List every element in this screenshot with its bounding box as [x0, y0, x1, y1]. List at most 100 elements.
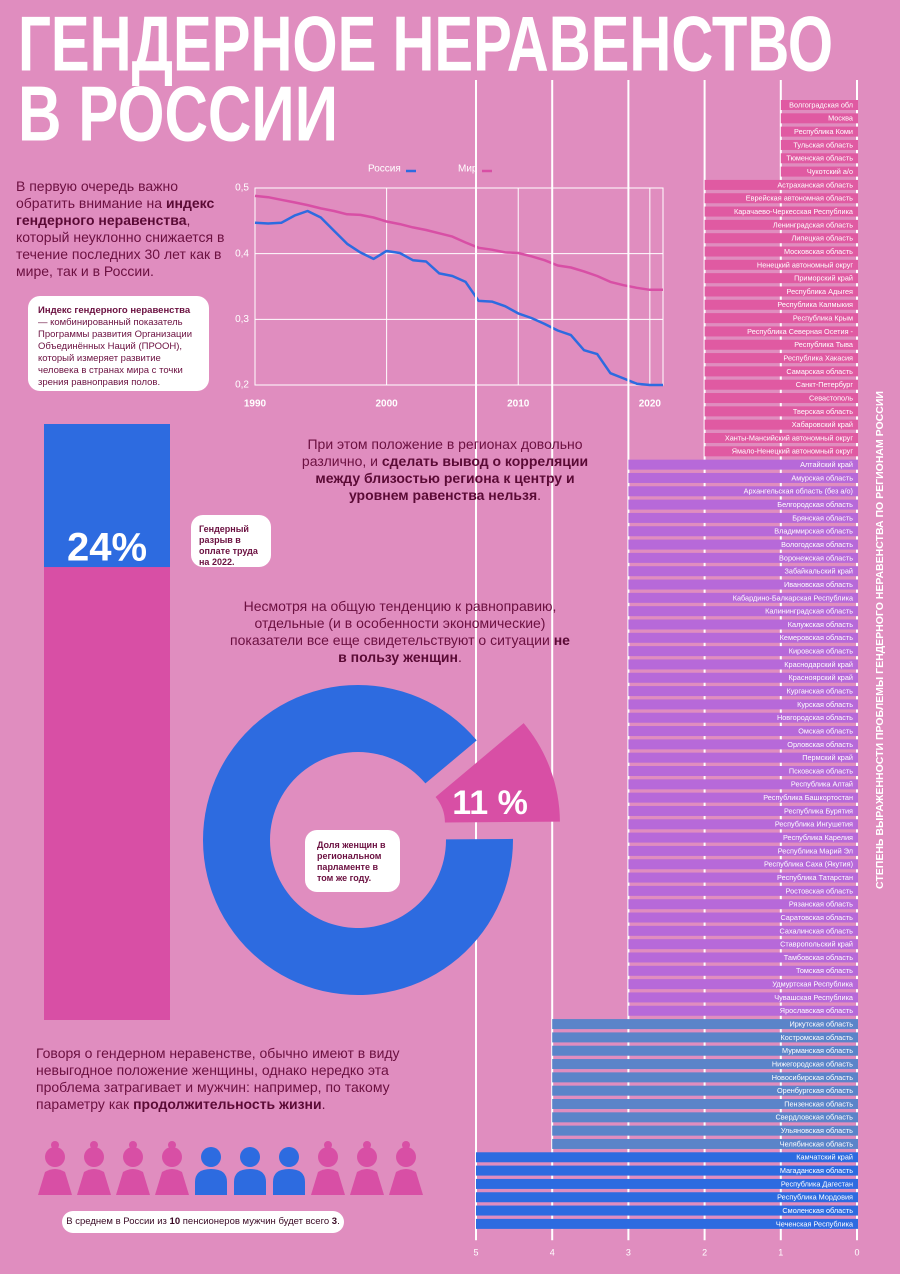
bar-label: Республика Татарстан — [777, 873, 853, 882]
bar — [704, 179, 858, 190]
bar-label: Тамбовская область — [784, 953, 853, 962]
bar-label: Республика Карелия — [783, 833, 853, 842]
bar — [44, 424, 170, 568]
bar — [628, 899, 858, 910]
bar — [628, 792, 858, 803]
icon-head — [162, 1147, 182, 1167]
text-segment: не в пользу женщин — [338, 632, 570, 665]
text-segment: , который неуклонно снижается в течение … — [16, 212, 225, 279]
bar-label: Республика Крым — [793, 314, 853, 323]
bar-label: Республика Дагестан — [781, 1179, 853, 1188]
bar — [628, 965, 858, 976]
text-segment: При этом положение в регионах довольно р… — [301, 436, 583, 469]
icon-body — [155, 1169, 189, 1195]
bar-label: Республика Бурятия — [784, 806, 853, 815]
bar — [628, 632, 858, 643]
pensioner-icon — [38, 1141, 72, 1195]
bar — [628, 712, 858, 723]
x-tick-label: 1 — [778, 1248, 783, 1258]
bar — [552, 1138, 858, 1149]
text-segment: индекс гендерного неравенства — [16, 195, 215, 228]
bar — [628, 832, 858, 843]
text-segment: . — [337, 1216, 340, 1227]
bar — [780, 100, 858, 110]
bar — [704, 379, 858, 390]
bar-label: Калининградская область — [765, 607, 853, 616]
bar-label: Магаданская область — [780, 1166, 853, 1175]
bar — [704, 246, 858, 257]
icon-body — [38, 1169, 72, 1195]
text-segment: В среднем в России из — [66, 1216, 170, 1227]
bar — [628, 686, 858, 697]
bar — [780, 126, 858, 137]
bar-label: Кировская область — [789, 647, 853, 656]
bar — [704, 393, 858, 404]
bar — [552, 1099, 858, 1109]
bar-label: Ненецкий автономный округ — [757, 260, 853, 269]
bar — [704, 446, 858, 457]
bar-label: Камчатский край — [796, 1153, 853, 1162]
icon-body — [116, 1169, 150, 1195]
bar-label: Свердловская область — [775, 1113, 853, 1122]
bar-label: Новгородская область — [777, 713, 853, 722]
bar — [552, 1085, 858, 1096]
text-segment: Индекс гендерного неравенства — [38, 305, 191, 316]
y-tick-label: 0,4 — [235, 248, 249, 259]
bar — [628, 739, 858, 750]
x-tick-label: 4 — [550, 1248, 555, 1258]
bar-label: Нижегородская область — [772, 1059, 853, 1068]
bar — [628, 726, 858, 737]
bar-label: Красноярский край — [788, 673, 853, 682]
bar — [704, 286, 858, 297]
pensioner-icon — [311, 1141, 345, 1195]
bar — [628, 699, 858, 710]
bar-label: Псковская область — [789, 766, 853, 775]
bar-label: Республика Башкортостан — [763, 793, 853, 802]
icon-bun — [363, 1141, 371, 1149]
icon-head — [357, 1147, 377, 1167]
icon-head — [201, 1147, 221, 1167]
text-segment: . — [321, 1096, 326, 1112]
bar — [704, 206, 858, 217]
icon-bun — [129, 1141, 137, 1149]
bar-label: Курганская область — [786, 687, 853, 696]
bar-label: Пензенская область — [784, 1099, 853, 1108]
text-segment: продолжительность жизни — [133, 1096, 322, 1112]
bar — [628, 459, 858, 470]
bar — [476, 1178, 858, 1189]
bar — [628, 486, 858, 497]
bar-label: Владимирская область — [774, 527, 853, 536]
bar-label: Саратовская область — [780, 913, 853, 922]
bar — [628, 992, 858, 1003]
bar-label: Ульяновская область — [781, 1126, 853, 1135]
plot-border — [254, 187, 664, 386]
icon-body — [350, 1169, 384, 1195]
bar — [628, 805, 858, 816]
legend-label: Мир — [458, 164, 478, 175]
bar-label: Омская область — [798, 726, 853, 735]
bar — [704, 233, 858, 244]
bar — [552, 1045, 858, 1056]
pensioner-icon — [389, 1141, 423, 1195]
text-segment: . — [457, 649, 462, 665]
bar — [628, 659, 858, 670]
icon-bun — [402, 1141, 410, 1149]
bar-label: Рязанская область — [789, 900, 853, 909]
pensioner-icon — [273, 1147, 305, 1195]
x-tick-label: 2 — [702, 1248, 707, 1258]
icon-head — [279, 1147, 299, 1167]
pensioner-icon — [234, 1147, 266, 1195]
donut-rest — [203, 684, 513, 995]
text-segment: сделать вывод о корреляции между близост… — [315, 453, 589, 503]
bar-label: Смоленская область — [782, 1206, 853, 1215]
bar-label: Тверская область — [793, 407, 853, 416]
bar-label: Самарская область — [786, 367, 853, 376]
text-segment: пенсионеров мужчин будет всего — [180, 1216, 332, 1227]
icon-head — [123, 1147, 143, 1167]
icon-head — [240, 1147, 260, 1167]
y-tick-label: 0,5 — [235, 183, 249, 194]
bar-label: Калужская область — [788, 620, 853, 629]
bar-label: Челябинская область — [780, 1139, 853, 1148]
bar-label: Удмуртская Республика — [772, 980, 854, 989]
